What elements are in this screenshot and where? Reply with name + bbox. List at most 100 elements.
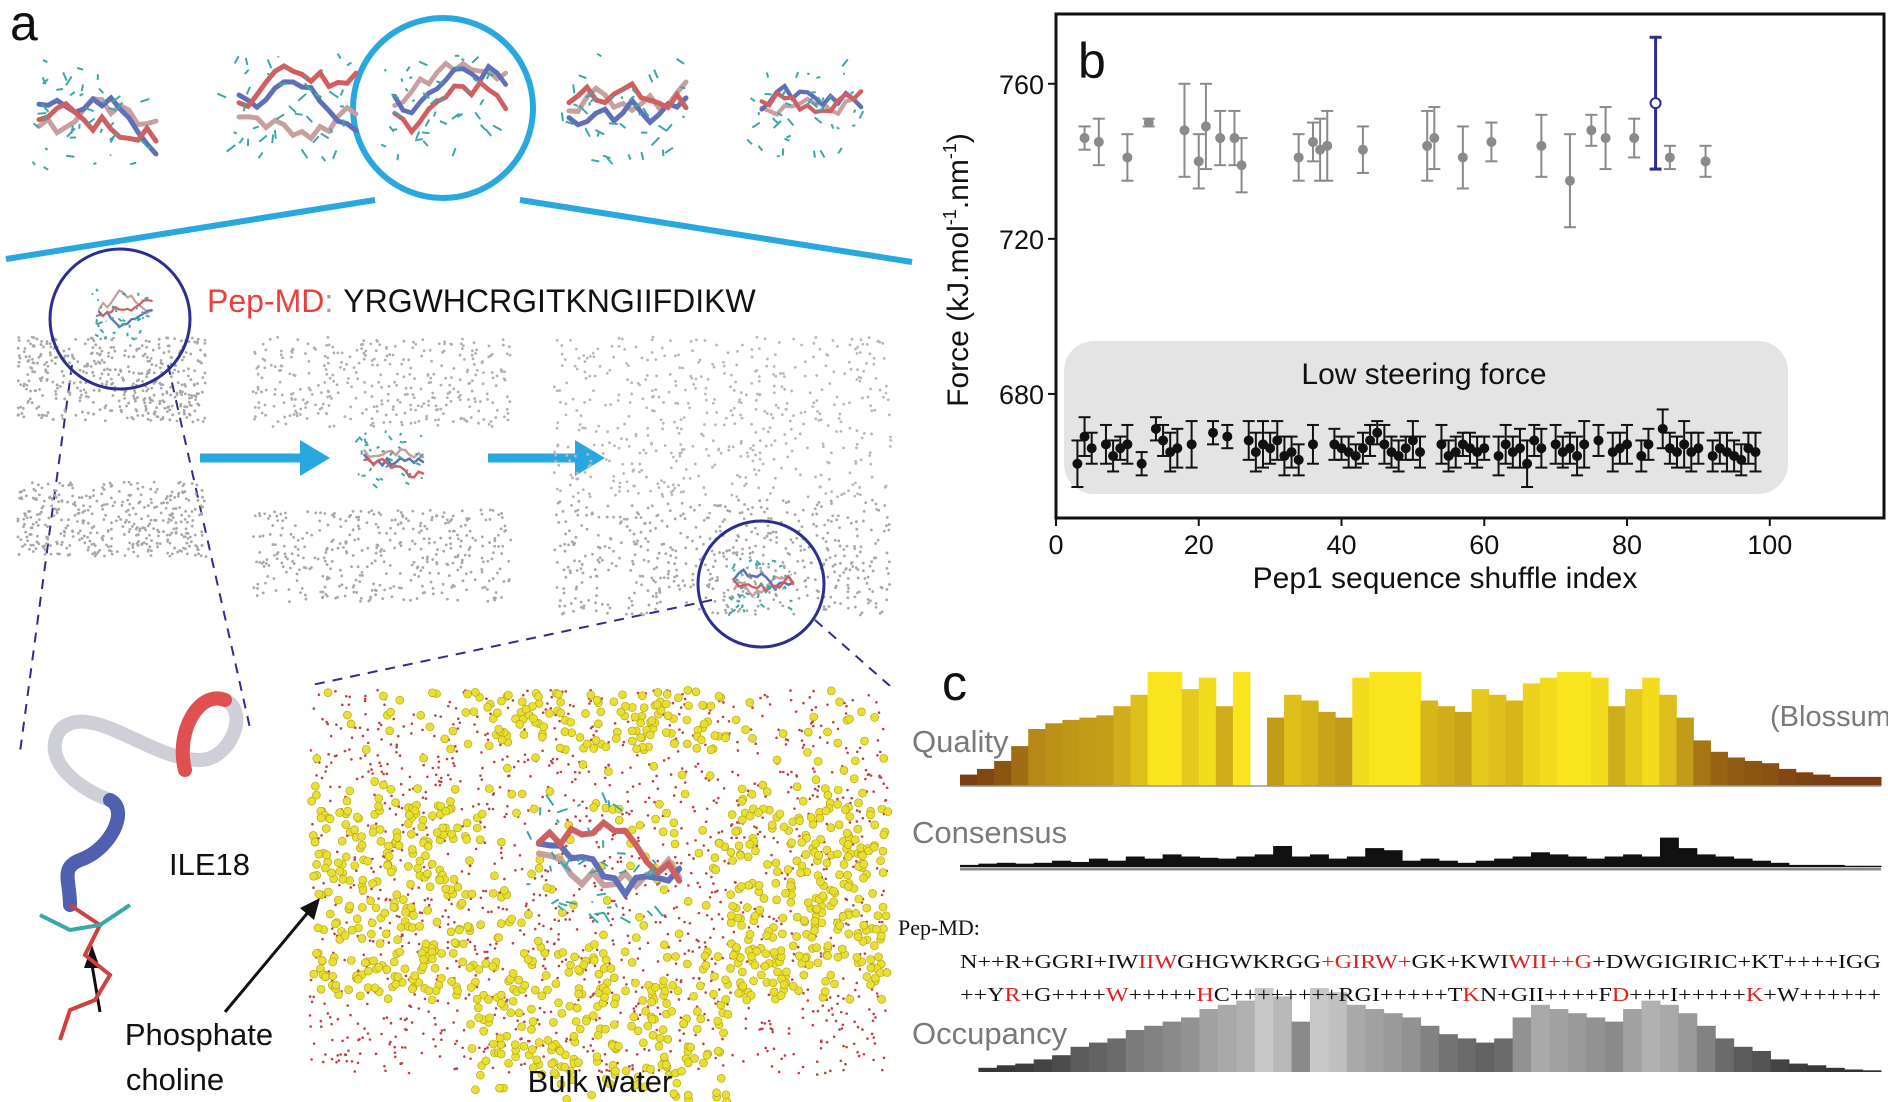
water-dot	[373, 793, 376, 797]
lipid-dot	[113, 349, 117, 353]
water-dot	[622, 976, 626, 979]
lipid-dot	[662, 480, 666, 484]
lipid-dot	[800, 343, 803, 347]
lipid-dot	[884, 391, 888, 395]
lipid-dot	[884, 384, 888, 388]
water-dot	[439, 780, 443, 784]
lipid-dot	[379, 373, 383, 377]
lipid-dot	[62, 374, 66, 378]
lipid-dot	[582, 606, 586, 610]
lipid-dot	[610, 344, 614, 348]
backbone	[566, 80, 689, 111]
lipid-dot	[870, 409, 874, 413]
water-dot	[872, 790, 875, 793]
side-chain	[390, 93, 400, 100]
lipid-dot	[781, 604, 785, 608]
lipid-dot	[420, 405, 424, 408]
lipid-dot	[330, 559, 334, 563]
lipid-dot	[261, 342, 265, 346]
water-dot	[311, 822, 314, 826]
water-dot	[549, 1010, 553, 1014]
ion	[554, 998, 563, 1008]
lipid-dot	[360, 571, 364, 574]
lipid-dot	[769, 412, 773, 416]
lipid-dot	[772, 365, 776, 368]
lipid-dot	[413, 542, 417, 546]
side-chain	[41, 103, 50, 113]
lipid-dot	[860, 436, 864, 440]
water-dot	[811, 1010, 815, 1013]
lipid-dot	[19, 383, 23, 386]
lipid-dot	[752, 444, 755, 447]
side-chain	[728, 596, 733, 601]
lipid-dot	[324, 368, 328, 371]
lipid-dot	[740, 439, 743, 443]
lipid-dot	[885, 516, 889, 519]
lipid-dot	[754, 582, 758, 586]
lipid-dot	[29, 515, 33, 519]
lipid-dot	[331, 538, 335, 542]
water-dot	[611, 939, 615, 942]
lipid-dot	[486, 559, 490, 563]
lipid-dot	[474, 373, 478, 377]
water-dot	[855, 750, 859, 754]
water-dot	[541, 711, 545, 714]
water-dot	[691, 805, 695, 809]
water-dot	[321, 937, 324, 941]
lipid-dot	[839, 429, 843, 433]
ion	[803, 898, 813, 907]
water-dot	[686, 842, 689, 845]
water-dot	[611, 867, 614, 870]
ion	[440, 734, 450, 744]
lipid-dot	[276, 335, 279, 339]
lipid-dot	[115, 519, 118, 523]
water-dot	[361, 734, 365, 738]
water-dot	[476, 730, 479, 734]
lipid-dot	[563, 358, 567, 361]
water-dot	[324, 770, 327, 773]
lipid-dot	[296, 547, 300, 551]
lipid-dot	[281, 519, 285, 523]
lipid-dot	[196, 382, 199, 385]
side-chain	[354, 437, 360, 443]
lipid-dot	[772, 384, 776, 388]
lipid-dot	[386, 399, 390, 403]
water-dot	[832, 944, 835, 948]
lipid-dot	[658, 587, 661, 591]
lipid-dot	[441, 515, 445, 519]
lipid-dot	[273, 387, 277, 391]
lipid-dot	[756, 392, 759, 396]
lipid-dot	[190, 482, 194, 485]
side-chain	[399, 440, 404, 444]
lipid-dot	[497, 513, 501, 517]
ion	[820, 987, 830, 996]
lipid-dot	[687, 401, 690, 405]
water-dot	[361, 1036, 364, 1039]
water-dot	[855, 981, 859, 985]
lipid-dot	[824, 558, 828, 562]
water-dot	[385, 1016, 389, 1019]
water-dot	[706, 1018, 710, 1022]
lipid-dot	[40, 413, 44, 417]
side-chain	[329, 127, 334, 134]
water-dot	[339, 1053, 342, 1056]
lipid-dot	[390, 518, 394, 522]
lipid-dot	[55, 511, 59, 515]
water-dot	[533, 927, 537, 931]
lipid-dot	[388, 586, 392, 590]
lipid-dot	[672, 455, 675, 459]
water-dot	[605, 1063, 608, 1066]
lipid-dot	[80, 496, 84, 499]
lipid-dot	[570, 504, 573, 507]
lipid-dot	[837, 539, 841, 543]
lipid-dot	[135, 533, 138, 537]
side-chain	[300, 148, 309, 159]
water-dot	[433, 734, 436, 738]
side-chain	[97, 324, 100, 328]
lipid-dot	[348, 355, 352, 359]
water-dot	[392, 717, 396, 721]
lipid-dot	[63, 530, 67, 534]
side-chain	[415, 130, 421, 140]
lipid-dot	[854, 459, 858, 463]
water-dot	[787, 1027, 791, 1030]
